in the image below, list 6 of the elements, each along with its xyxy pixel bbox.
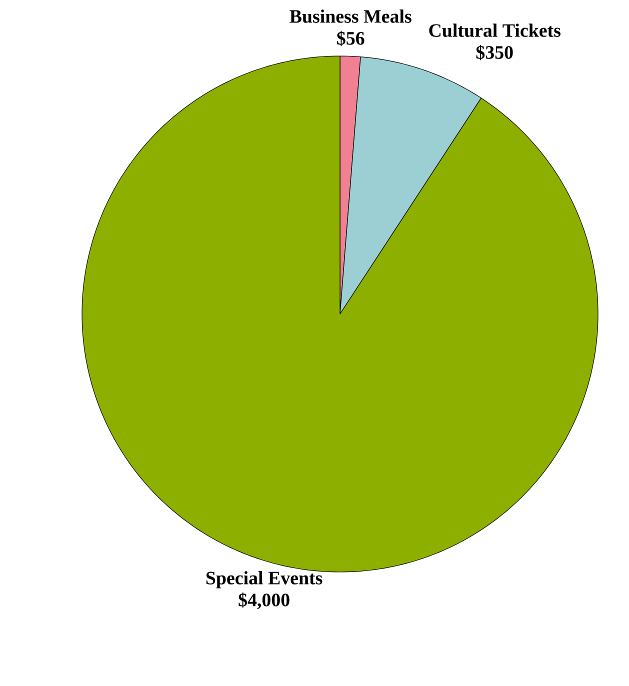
- data-label: $350: [476, 44, 513, 60]
- slice-label: Cultural Tickets: [429, 24, 560, 37]
- data-label: $4,000: [238, 592, 290, 610]
- slice-label: Special Events: [206, 571, 322, 588]
- slice-label: Business Meals: [290, 10, 412, 23]
- data-label: $56: [337, 30, 364, 46]
